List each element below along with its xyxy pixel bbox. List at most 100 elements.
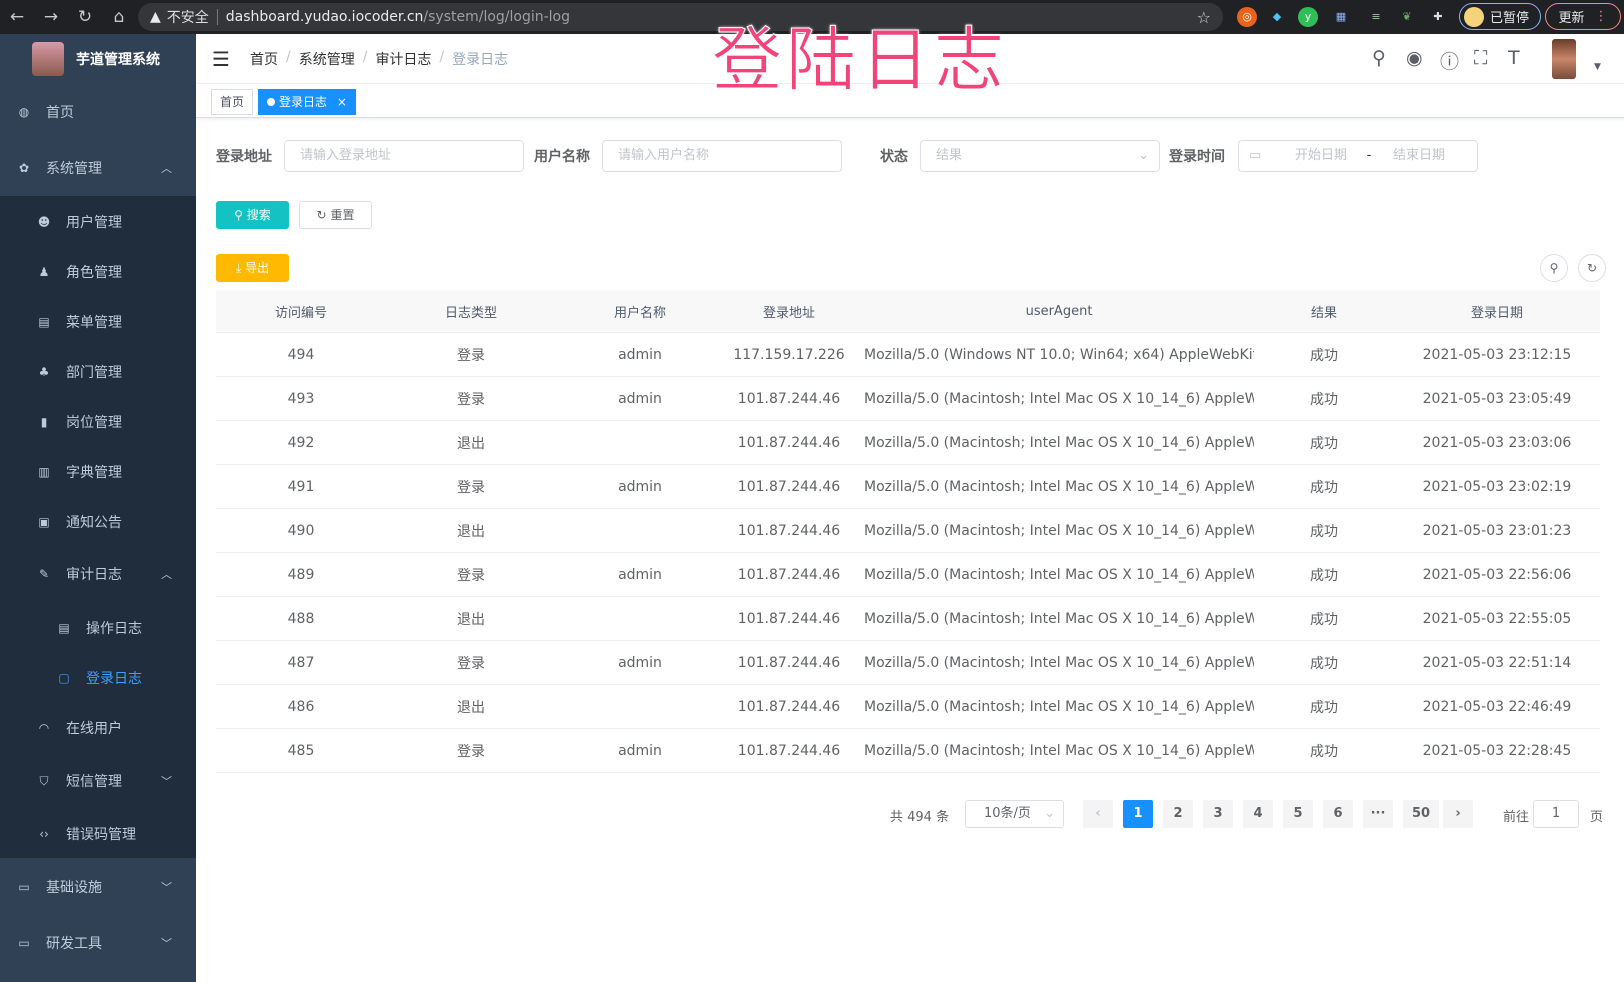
status-select[interactable]: 结果 ⌄: [920, 140, 1160, 172]
hamburger-icon[interactable]: ☰: [212, 46, 230, 71]
table-cell: 登录: [457, 567, 485, 584]
extension-icon[interactable]: ◎: [1237, 7, 1257, 27]
sidebar-item[interactable]: ▮ 岗位管理: [0, 397, 196, 447]
page-button[interactable]: 6: [1323, 800, 1353, 828]
search-button[interactable]: ⚲ 搜索: [216, 201, 289, 229]
help-icon[interactable]: ⓘ: [1440, 51, 1460, 73]
user-avatar[interactable]: [1552, 39, 1576, 79]
sidebar-item[interactable]: ◍ 首页: [0, 87, 196, 137]
log-icon: ✎: [38, 567, 50, 581]
breadcrumb-item[interactable]: 首页: [250, 51, 278, 68]
total-count: 共 494 条: [890, 810, 950, 825]
ip-label: 登录地址: [216, 149, 272, 165]
sidebar-item[interactable]: ✿ 系统管理 ︿: [0, 143, 196, 193]
update-button[interactable]: 更新 ⋮: [1545, 3, 1621, 30]
sidebar-item[interactable]: ♟ 角色管理: [0, 247, 196, 297]
fullscreen-icon[interactable]: ⛶: [1474, 47, 1488, 69]
page-button[interactable]: 4: [1243, 800, 1273, 828]
bookmark-star-icon[interactable]: ☆: [1196, 7, 1211, 27]
profile-button[interactable]: 已暂停: [1459, 3, 1541, 30]
reload-icon[interactable]: ↻: [77, 7, 93, 27]
ip-input[interactable]: 请输入登录地址: [284, 140, 524, 172]
app-logo[interactable]: 芋道管理系统: [0, 34, 196, 84]
refresh-icon[interactable]: ↻: [1578, 254, 1606, 282]
sidebar-item[interactable]: ☻ 用户管理: [0, 197, 196, 247]
extension-grid-icon[interactable]: ▦: [1335, 10, 1347, 23]
sidebar-item[interactable]: ▤ 菜单管理: [0, 297, 196, 347]
table-cell: 101.87.244.46: [737, 434, 841, 451]
tool-icon: ▭: [18, 936, 30, 950]
table-cell: admin: [618, 742, 662, 759]
sidebar-item-label: 短信管理: [66, 774, 122, 790]
extension-leaf-icon[interactable]: ❦: [1402, 10, 1412, 23]
table-cell: 登录: [457, 479, 485, 496]
github-icon[interactable]: ◉: [1406, 47, 1423, 69]
sidebar-item[interactable]: ▤ 操作日志: [0, 603, 196, 653]
table-row: 485 登录 admin 101.87.244.46 Mozilla/5.0 (Maci…: [216, 729, 1600, 773]
sidebar-item[interactable]: ▥ 字典管理: [0, 447, 196, 497]
sidebar-item-label: 基础设施: [46, 880, 102, 896]
page-button[interactable]: 3: [1203, 800, 1233, 828]
close-icon[interactable]: ×: [336, 95, 347, 109]
table-cell: 成功: [1310, 523, 1338, 540]
sidebar-item[interactable]: ◠ 在线用户: [0, 703, 196, 753]
page-button[interactable]: 1: [1123, 800, 1153, 828]
tag-login-log[interactable]: 登录日志 ×: [258, 89, 356, 115]
sidebar-item[interactable]: ▭ 研发工具 ﹀: [0, 918, 196, 968]
page-button[interactable]: 50: [1403, 800, 1439, 828]
address-bar[interactable]: ▲ 不安全 dashboard.yudao.iocoder.cn/system/…: [138, 3, 1223, 31]
page-button[interactable]: 2: [1163, 800, 1193, 828]
sidebar-item[interactable]: ⛉ 短信管理 ﹀: [0, 756, 196, 806]
caret-down-icon[interactable]: ▼: [1594, 62, 1601, 72]
time-label: 登录时间: [1169, 149, 1225, 165]
goto-page-input[interactable]: 1: [1533, 800, 1579, 828]
table-cell: 成功: [1310, 479, 1338, 496]
chevron-down-icon: ﹀: [161, 775, 172, 788]
table-cell: 成功: [1310, 655, 1338, 672]
back-icon[interactable]: ←: [9, 7, 25, 27]
table-cell: 退出: [457, 523, 485, 540]
table-cell: 101.87.244.46: [737, 610, 841, 627]
chevron-up-icon: ︿: [161, 162, 172, 175]
username-input[interactable]: 请输入用户名称: [602, 140, 842, 172]
sidebar-item[interactable]: ▭ 基础设施 ﹀: [0, 862, 196, 912]
table-row: 486 退出 101.87.244.46 Mozilla/5.0 (Macintosh…: [216, 685, 1600, 729]
date-range-picker[interactable]: ▭ 开始日期 - 结束日期: [1238, 140, 1478, 172]
prev-page-button[interactable]: ‹: [1083, 800, 1113, 828]
breadcrumb-item[interactable]: 系统管理: [298, 51, 355, 68]
toggle-search-icon[interactable]: ⚲: [1540, 254, 1568, 282]
page-size-select[interactable]: 10条/页 ⌄: [965, 800, 1064, 828]
column-header: 结果: [1310, 305, 1337, 321]
extension-gem-icon[interactable]: ◆: [1272, 10, 1282, 23]
export-button[interactable]: ⤓ 导出: [216, 254, 289, 282]
extensions-puzzle-icon[interactable]: ✚: [1433, 10, 1443, 23]
sidebar-item-label: 用户管理: [66, 215, 122, 231]
font-size-icon[interactable]: T: [1508, 47, 1520, 69]
sidebar-item[interactable]: ✎ 审计日志 ︿: [0, 549, 196, 599]
tag-home[interactable]: 首页: [211, 89, 254, 115]
sidebar-item[interactable]: ♣ 部门管理: [0, 347, 196, 397]
sidebar-item[interactable]: ▢ 登录日志: [0, 653, 196, 703]
forward-icon[interactable]: →: [43, 7, 59, 27]
start-date[interactable]: 开始日期: [1294, 148, 1347, 163]
extension-y-icon[interactable]: y: [1298, 7, 1318, 27]
sidebar-item[interactable]: ‹› 错误码管理: [0, 809, 196, 859]
sidebar-item[interactable]: ▣ 通知公告: [0, 497, 196, 547]
next-page-button[interactable]: ›: [1443, 800, 1473, 828]
page-button[interactable]: ···: [1363, 800, 1393, 828]
search-icon[interactable]: ⚲: [1372, 47, 1386, 69]
table-cell: 492: [287, 434, 315, 451]
breadcrumb-item[interactable]: 审计日志: [375, 51, 432, 68]
end-date[interactable]: 结束日期: [1392, 148, 1445, 163]
peoples-icon: ♟: [38, 265, 50, 279]
goto-label: 前往: [1503, 810, 1530, 825]
reset-button[interactable]: ↻ 重置: [299, 201, 372, 229]
extension-on-icon[interactable]: ≡: [1371, 10, 1381, 23]
table-cell: 成功: [1310, 611, 1338, 628]
page-button[interactable]: 5: [1283, 800, 1313, 828]
table-cell: 494: [287, 346, 315, 363]
table-cell: 成功: [1310, 699, 1338, 716]
home-icon[interactable]: ⌂: [113, 7, 125, 27]
sidebar-item-label: 系统管理: [46, 161, 102, 177]
table-cell: 489: [287, 566, 315, 583]
